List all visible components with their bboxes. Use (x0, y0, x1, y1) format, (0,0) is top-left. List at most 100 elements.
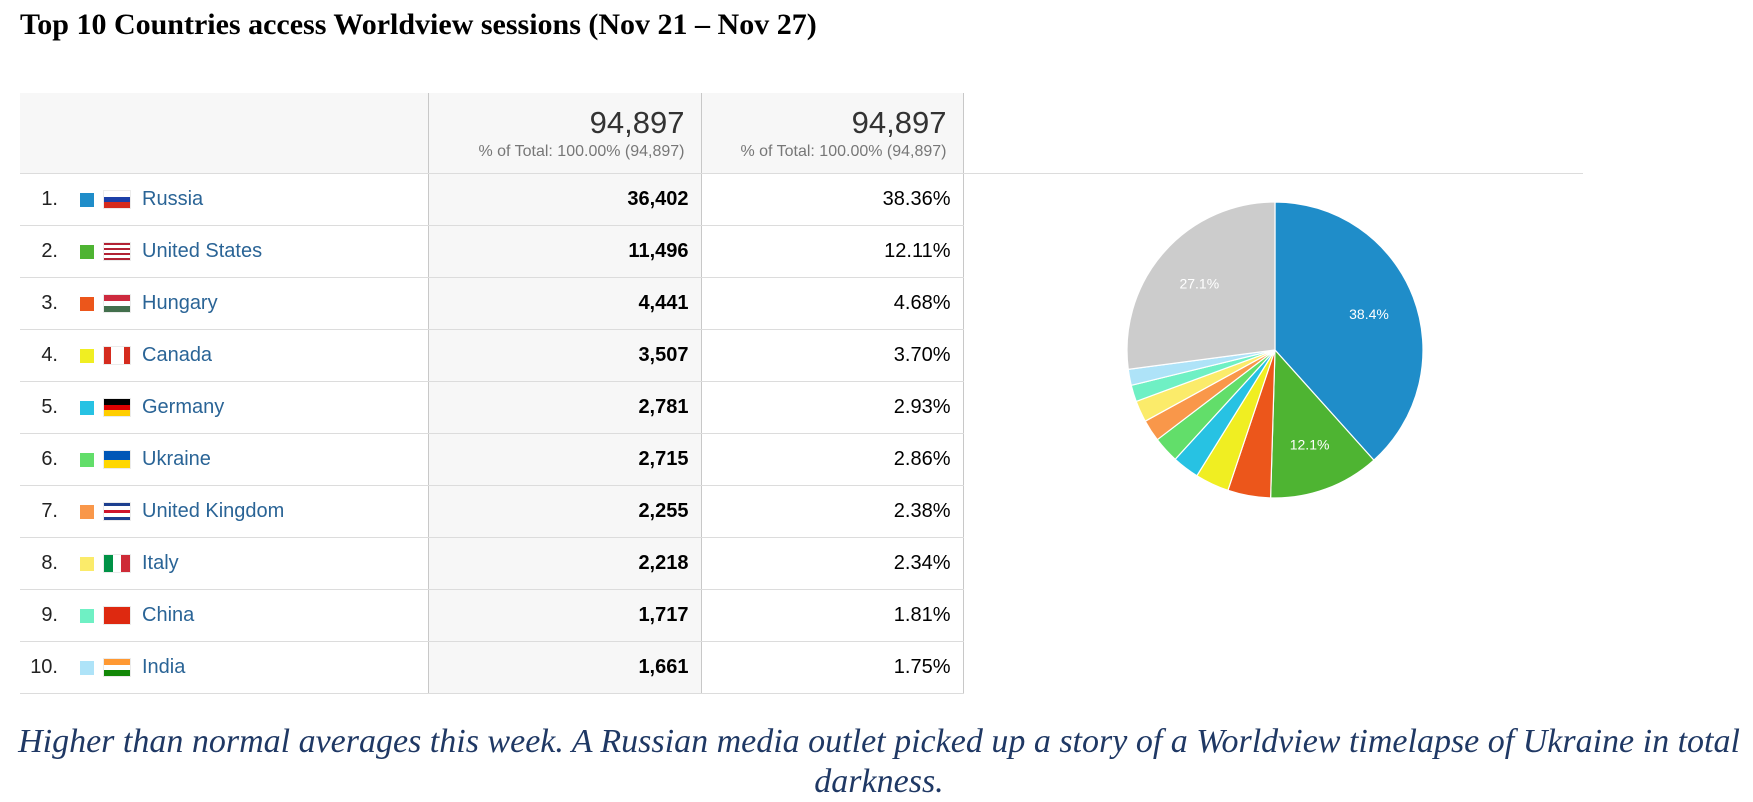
pie-slice-label: 12.1% (1290, 437, 1330, 453)
country-link[interactable]: United Kingdom (142, 500, 285, 522)
sessions-value: 4,441 (428, 277, 702, 330)
row-rank: 10. (30, 656, 58, 678)
percent-value: 38.36% (701, 173, 964, 226)
table-row: 8. Italy 2,218 2.34% (20, 537, 964, 590)
percent-value: 1.81% (701, 589, 964, 642)
uk-flag-icon (104, 503, 130, 520)
percent-total-cell: 94,897 % of Total: 100.00% (94,897) (701, 93, 964, 174)
russia-flag-icon (104, 191, 130, 208)
percent-value: 3.70% (701, 329, 964, 382)
pie-svg: 38.4% 12.1% 27.1% (1126, 201, 1424, 499)
sessions-value: 3,507 (428, 329, 702, 382)
usa-flag-icon (104, 243, 130, 260)
legend-swatch (80, 452, 94, 467)
country-cell: 5. Germany (20, 381, 429, 434)
pie-slice-russia[interactable] (1274, 201, 1424, 461)
sessions-total-cell: 94,897 % of Total: 100.00% (94,897) (428, 93, 702, 174)
italy-flag-icon (104, 555, 130, 572)
sessions-value: 1,717 (428, 589, 702, 642)
sessions-value: 36,402 (428, 173, 702, 226)
pie-slice-other[interactable] (1126, 201, 1276, 371)
sessions-value: 2,715 (428, 433, 702, 486)
percent-value: 2.93% (701, 381, 964, 434)
legend-swatch (80, 348, 94, 363)
country-link[interactable]: United States (142, 240, 263, 262)
country-cell: 3. Hungary (20, 277, 429, 330)
row-rank: 3. (41, 292, 58, 314)
ukraine-flag-icon (104, 451, 130, 468)
legend-swatch (80, 556, 94, 571)
sessions-value: 2,781 (428, 381, 702, 434)
page-title: Top 10 Countries access Worldview sessio… (20, 8, 817, 41)
country-cell: 7. United Kingdom (20, 485, 429, 538)
pie-slice-label: 27.1% (1179, 276, 1219, 292)
row-rank: 1. (41, 188, 58, 210)
header-blank-cell (20, 93, 429, 174)
row-rank: 7. (41, 500, 58, 522)
country-link[interactable]: China (142, 604, 195, 626)
row-rank: 9. (41, 604, 58, 626)
country-link[interactable]: Germany (142, 396, 225, 418)
country-cell: 9. China (20, 589, 429, 642)
china-flag-icon (104, 607, 130, 624)
table-row: 7. United Kingdom 2,255 2.38% (20, 485, 964, 538)
legend-swatch (80, 400, 94, 415)
country-link[interactable]: Ukraine (142, 448, 211, 470)
percent-total-sub: % of Total: 100.00% (94,897) (740, 142, 947, 160)
germany-flag-icon (104, 399, 130, 416)
percent-value: 2.38% (701, 485, 964, 538)
country-report-table: 94,897 % of Total: 100.00% (94,897) 94,8… (20, 93, 964, 694)
sessions-value: 2,218 (428, 537, 702, 590)
legend-swatch (80, 244, 94, 259)
legend-swatch (80, 660, 94, 675)
caption-note: Higher than normal averages this week. A… (18, 723, 1740, 800)
country-cell: 8. Italy (20, 537, 429, 590)
table-row: 4. Canada 3,507 3.70% (20, 329, 964, 382)
percent-total-value: 94,897 (851, 104, 947, 140)
hungary-flag-icon (104, 295, 130, 312)
table-row: 9. China 1,717 1.81% (20, 589, 964, 642)
canada-flag-icon (104, 347, 130, 364)
sessions-value: 2,255 (428, 485, 702, 538)
pie-slice-label: 38.4% (1349, 306, 1389, 322)
india-flag-icon (104, 659, 130, 676)
country-cell: 10. India (20, 641, 429, 694)
legend-swatch (80, 296, 94, 311)
percent-value: 2.34% (701, 537, 964, 590)
sessions-total-sub: % of Total: 100.00% (94,897) (478, 142, 685, 160)
country-link[interactable]: Canada (142, 344, 213, 366)
sessions-value: 11,496 (428, 225, 702, 278)
legend-swatch (80, 504, 94, 519)
pie-slice-united-states[interactable] (1269, 348, 1375, 499)
row-rank: 5. (41, 396, 58, 418)
percent-value: 4.68% (701, 277, 964, 330)
row-rank: 4. (41, 344, 58, 366)
percent-value: 2.86% (701, 433, 964, 486)
table-row: 1. Russia 36,402 38.36% (20, 173, 964, 226)
country-cell: 1. Russia (20, 173, 429, 226)
sessions-total-value: 94,897 (589, 104, 685, 140)
row-rank: 6. (41, 448, 58, 470)
legend-swatch (80, 608, 94, 623)
table-row: 3. Hungary 4,441 4.68% (20, 277, 964, 330)
legend-swatch (80, 192, 94, 207)
row-rank: 8. (41, 552, 58, 574)
country-cell: 6. Ukraine (20, 433, 429, 486)
row-rank: 2. (41, 240, 58, 262)
country-link[interactable]: Italy (142, 552, 179, 574)
country-link[interactable]: Hungary (142, 292, 218, 314)
table-row: 2. United States 11,496 12.11% (20, 225, 964, 278)
divider-line (963, 173, 1583, 174)
country-cell: 4. Canada (20, 329, 429, 382)
percent-value: 12.11% (701, 225, 964, 278)
country-cell: 2. United States (20, 225, 429, 278)
sessions-value: 1,661 (428, 641, 702, 694)
country-link[interactable]: India (142, 656, 186, 678)
sessions-pie-chart: 38.4% 12.1% 27.1% (1120, 195, 1430, 505)
table-row: 6. Ukraine 2,715 2.86% (20, 433, 964, 486)
table-row: 5. Germany 2,781 2.93% (20, 381, 964, 434)
totals-row: 94,897 % of Total: 100.00% (94,897) 94,8… (20, 93, 964, 174)
percent-value: 1.75% (701, 641, 964, 694)
table-row: 10. India 1,661 1.75% (20, 641, 964, 694)
country-link[interactable]: Russia (142, 188, 204, 210)
